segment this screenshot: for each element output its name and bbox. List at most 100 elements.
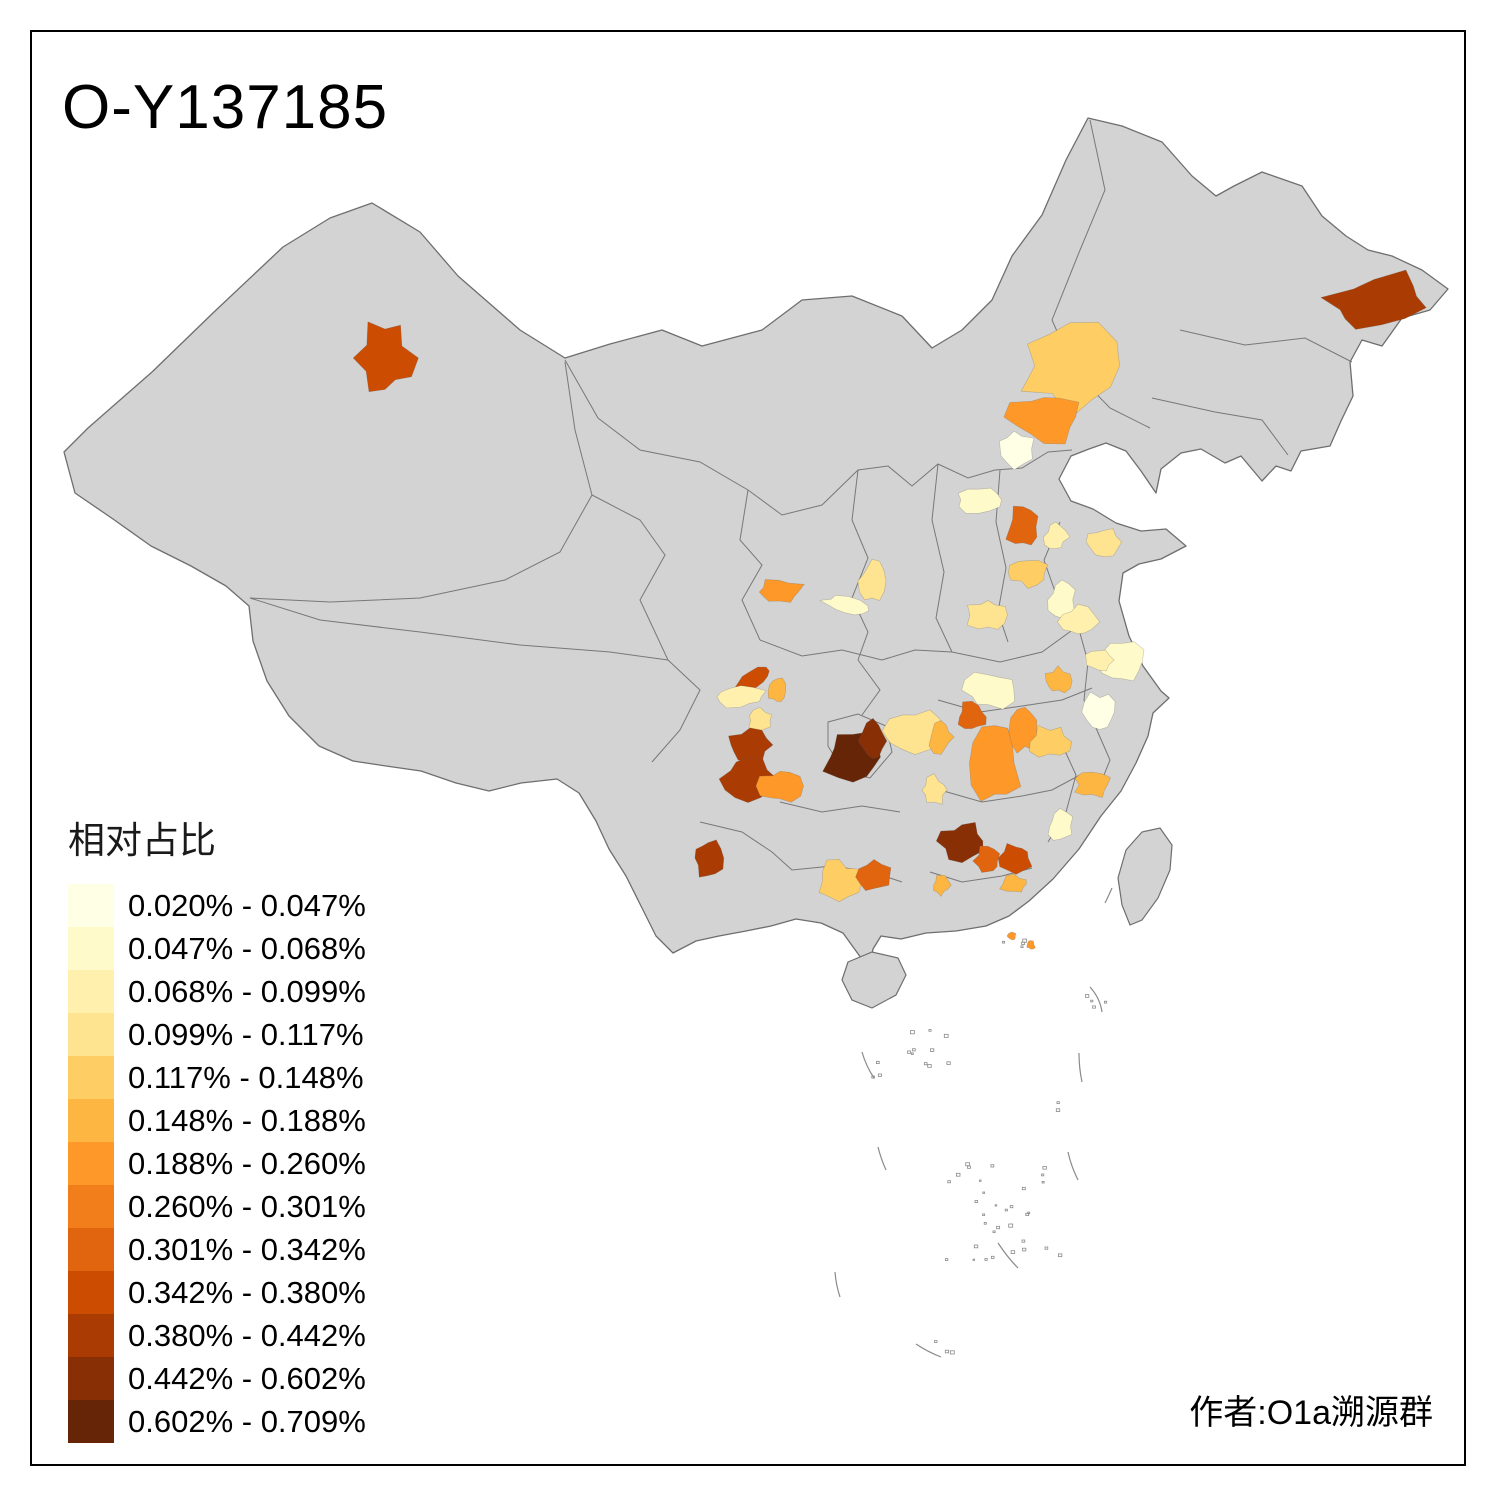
prefecture-region [694,839,725,878]
small-island [979,1179,982,1182]
legend-label: 0.188% - 0.260% [128,1145,366,1181]
small-island [912,1048,916,1052]
prefecture-region [972,845,1001,873]
prefecture-region [999,873,1027,893]
prefecture-region [748,706,772,733]
legend-label: 0.301% - 0.342% [128,1231,366,1267]
small-island [965,1162,970,1167]
prefecture-region [857,717,888,759]
prefecture-region [1074,771,1111,798]
legend-swatch [68,1314,114,1357]
prefecture-region [1085,649,1115,672]
small-island [934,1340,938,1343]
prefecture-region [1085,528,1123,558]
legend-row: 0.301% - 0.342% [68,1228,366,1271]
legend-label: 0.342% - 0.380% [128,1274,366,1310]
prefecture-region [961,671,1015,710]
legend-row: 0.260% - 0.301% [68,1185,366,1228]
small-island [972,1258,975,1261]
small-island [876,1060,880,1064]
small-island [907,1050,912,1054]
small-island [1022,938,1028,943]
nine-dash-line-segment [1078,1052,1083,1083]
legend-swatch [68,927,114,970]
legend-label: 0.099% - 0.117% [128,1016,364,1052]
nine-dash-line-segment [877,1146,887,1171]
legend-label: 0.047% - 0.068% [128,930,366,966]
legend-row: 0.442% - 0.602% [68,1357,366,1400]
small-island [1021,1186,1026,1191]
prefecture-region [857,558,887,601]
legend-swatch [68,1056,114,1099]
legend-swatch [68,884,114,927]
small-island [1042,1166,1047,1170]
province-border [1151,397,1289,456]
prefecture-region [1007,560,1049,589]
province-border [851,469,869,661]
legend-label: 0.020% - 0.047% [128,887,366,923]
small-island [1041,1173,1045,1177]
legend-rows: 0.020% - 0.047% 0.047% - 0.068% 0.068% - 0… [68,884,366,1443]
province-border [591,494,669,661]
small-island [928,1029,932,1032]
small-island [1058,1253,1063,1258]
province-border [1051,119,1151,429]
small-island [956,1172,961,1177]
small-island [992,1230,996,1234]
legend-label: 0.442% - 0.602% [128,1360,366,1396]
small-island [1056,1101,1060,1104]
small-island [983,1222,987,1225]
prefecture-region [921,773,948,805]
small-island [1041,1181,1045,1184]
legend-label: 0.602% - 0.709% [128,1403,366,1439]
prefecture-region [1320,269,1427,330]
prefecture-region [1044,665,1073,694]
province-border [779,801,901,813]
small-island [982,1213,986,1216]
small-island [877,1073,882,1077]
small-island [923,1062,928,1066]
legend-label: 0.068% - 0.099% [128,973,366,1009]
small-island [996,1225,1001,1230]
small-island [930,1048,935,1052]
small-island [1010,1250,1016,1254]
small-island [1021,1239,1026,1243]
province-border [759,639,953,661]
province-border [564,359,1073,516]
south-china-sea-islands [834,887,1113,1358]
small-island [990,1164,995,1168]
legend-swatch [68,1142,114,1185]
legend-label: 0.117% - 0.148% [128,1059,364,1095]
prefecture-region [767,677,787,702]
small-island [1085,994,1090,998]
nine-dash-line-segment [861,1051,875,1079]
legend-row: 0.047% - 0.068% [68,927,366,970]
small-island [1004,1208,1008,1212]
small-island [1055,1108,1061,1112]
small-island [910,1030,915,1035]
prefecture-region [716,685,767,709]
legend-row: 0.148% - 0.188% [68,1099,366,1142]
prefecture-region [1043,521,1071,550]
prefecture-region [1081,691,1116,730]
small-island [943,1033,949,1038]
prefecture-region [1020,321,1120,420]
prefecture-region [928,720,955,755]
prefecture-region [966,600,1008,630]
small-island [1104,1000,1108,1004]
small-island [944,1349,949,1354]
prefecture-region [755,770,804,803]
prefecture-region [1029,725,1073,758]
province-border [931,463,953,653]
legend-title: 相对占比 [68,820,216,861]
prefecture-region [1026,940,1036,950]
prefecture-region [818,858,863,903]
legend-swatch [68,1228,114,1271]
small-island [1044,1246,1049,1250]
prefecture-region [735,666,770,692]
nine-dash-line-segment [1067,1151,1079,1181]
small-island [982,1191,985,1194]
map-title: O-Y137185 [62,73,389,142]
attribution-text: 作者:O1a溯源群 [1189,1394,1433,1432]
